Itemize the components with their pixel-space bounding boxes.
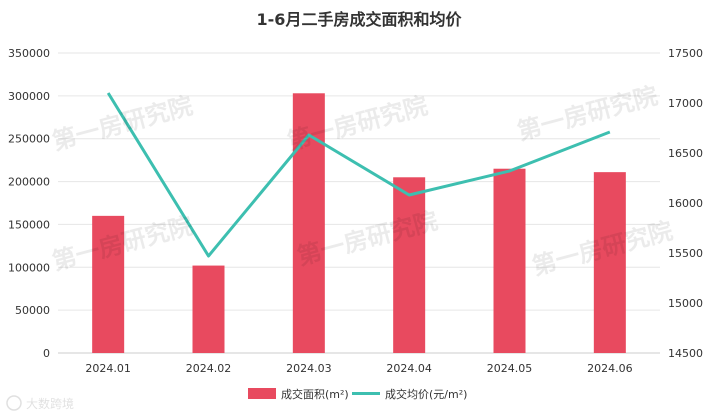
legend[interactable]: 成交面积(m²) 成交均价(元/m²)	[248, 387, 467, 401]
legend-label: 成交均价(元/m²)	[385, 387, 467, 401]
legend-item-line: 成交均价(元/m²)	[352, 387, 467, 401]
bar	[92, 215, 125, 353]
y-right-tick-label: 17500	[668, 47, 703, 60]
y-right-tick-label: 15000	[668, 297, 703, 310]
x-tick-label: 2024.02	[186, 362, 232, 375]
y-right-tick-label: 16500	[668, 147, 703, 160]
line-series	[106, 92, 611, 258]
series-line	[106, 92, 611, 258]
y-left-tick-label: 250000	[8, 133, 50, 146]
y-left-tick-label: 150000	[8, 218, 50, 231]
chart-title: 1-6月二手房成交面积和均价	[257, 10, 463, 29]
y-left-tick-label: 0	[43, 347, 50, 360]
grid	[58, 52, 660, 354]
y-left-tick-label: 350000	[8, 47, 50, 60]
logo-icon	[6, 395, 22, 411]
logo: 大数跨境	[6, 395, 74, 411]
x-axis: 2024.01 2024.02 2024.03 2024.04 2024.05 2024.…	[85, 362, 632, 375]
y-right-tick-label: 16000	[668, 197, 703, 210]
y-left-tick-label: 200000	[8, 176, 50, 189]
y-axis-left: 0 50000 100000 150000 200000 250000 300000 3500…	[8, 47, 50, 360]
y-right-tick-label: 17000	[668, 97, 703, 110]
bar	[493, 168, 526, 353]
watermark-text: 第一房研究院	[514, 81, 660, 145]
bar-series	[92, 93, 626, 354]
logo-text: 大数跨境	[26, 396, 74, 411]
bar	[393, 177, 426, 353]
y-left-tick-label: 100000	[8, 261, 50, 274]
x-tick-label: 2024.03	[286, 362, 332, 375]
legend-label: 成交面积(m²)	[281, 387, 349, 401]
watermark-text: 第一房研究院	[49, 91, 195, 155]
y-axis-right: 14500 15000 15500 16000 16500 17000 17500	[668, 47, 703, 360]
y-left-tick-label: 300000	[8, 90, 50, 103]
x-tick-label: 2024.01	[85, 362, 131, 375]
bar	[192, 265, 225, 353]
legend-swatch-bar	[248, 388, 276, 399]
legend-item-bars: 成交面积(m²)	[248, 387, 349, 401]
x-tick-label: 2024.04	[386, 362, 432, 375]
x-tick-label: 2024.05	[487, 362, 533, 375]
bar	[593, 172, 626, 353]
x-tick-label: 2024.06	[587, 362, 633, 375]
y-right-tick-label: 14500	[668, 347, 703, 360]
y-right-tick-label: 15500	[668, 247, 703, 260]
y-left-tick-label: 50000	[15, 304, 50, 317]
